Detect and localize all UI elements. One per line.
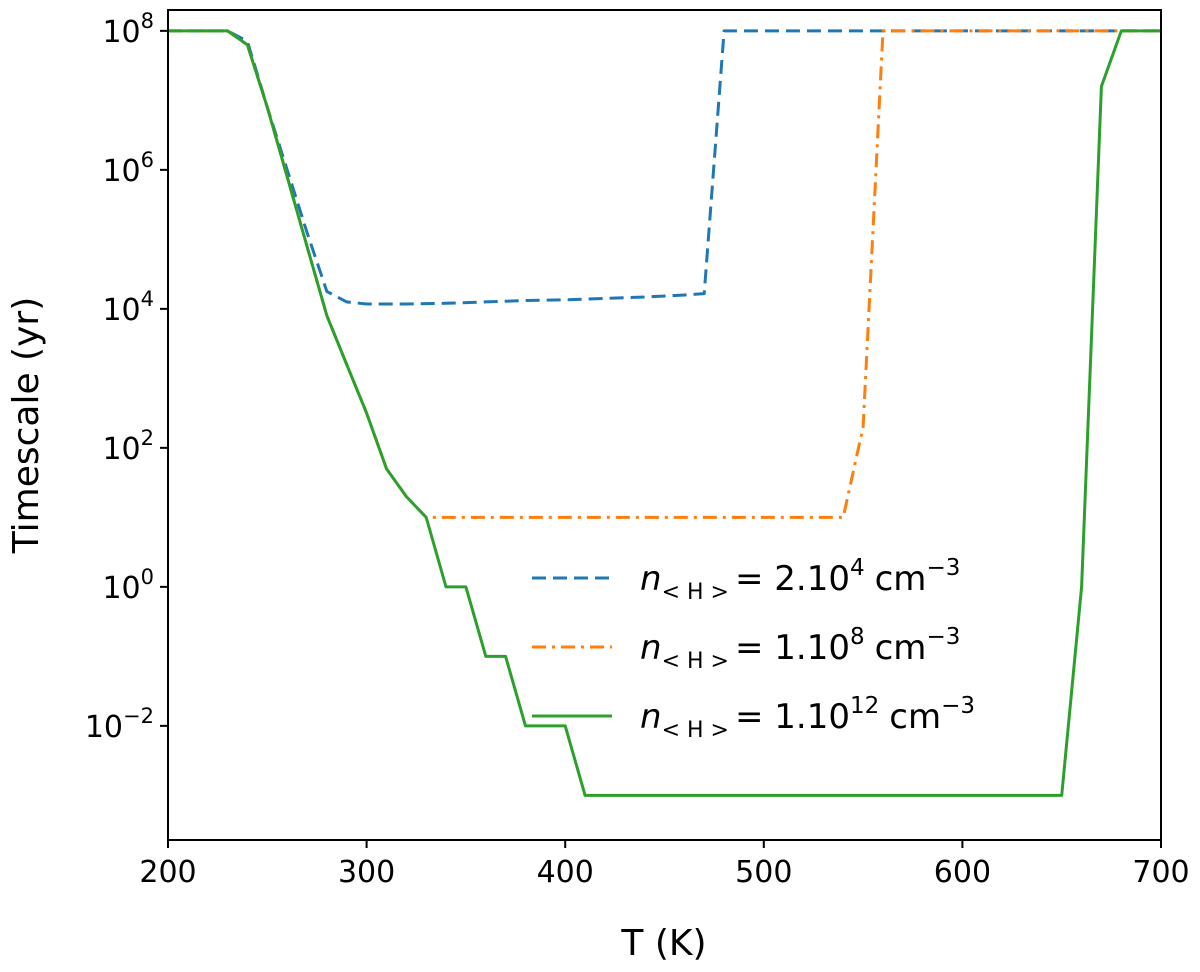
y-tick-label: 104	[102, 287, 154, 328]
series-layer	[168, 29, 1161, 797]
x-tick-label: 500	[735, 855, 792, 890]
x-tick-label: 200	[139, 855, 196, 890]
legend: n< H > = 2.104 cm−3 n< H > = 1.108 cm−3 n< H >…	[532, 555, 975, 743]
legend-label-3: n< H > = 1.1012 cm−3	[640, 693, 975, 743]
y-tick-label: 106	[102, 148, 154, 189]
x-tick-label: 600	[934, 855, 991, 890]
series-line-3	[168, 29, 1161, 797]
x-axis-title: T (K)	[620, 923, 706, 964]
y-axis-title: Timescale (yr)	[6, 297, 47, 555]
legend-label-1: n< H > = 2.104 cm−3	[640, 555, 960, 605]
y-tick-label: 10−2	[85, 704, 154, 745]
y-tick-label: 108	[102, 9, 154, 50]
x-tick-label: 300	[338, 855, 395, 890]
x-tick-label: 700	[1132, 855, 1189, 890]
series-line-1	[168, 29, 1161, 306]
y-tick-label: 102	[102, 426, 154, 467]
x-tick-label: 400	[537, 855, 594, 890]
ticks-layer: 200 300 400 500 600 700 108 106 104 102 100 10−2	[85, 9, 1190, 890]
plot-frame	[167, 9, 1162, 841]
legend-label-2: n< H > = 1.108 cm−3	[640, 624, 960, 674]
y-tick-label: 100	[102, 565, 154, 606]
